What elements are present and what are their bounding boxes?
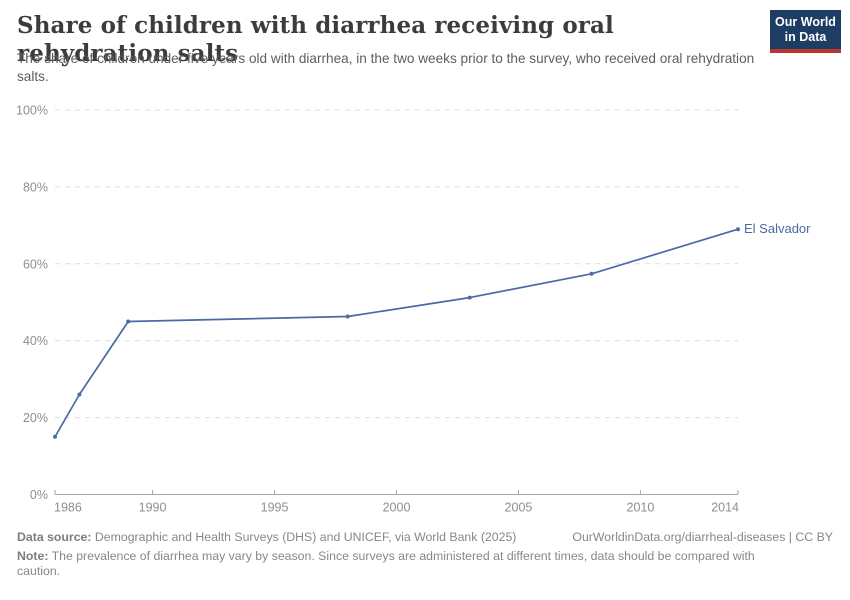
page-title: Share of children with diarrhea receivin… [17, 12, 614, 67]
x-tick-label: 1995 [261, 501, 289, 515]
data-point[interactable] [467, 295, 472, 300]
chart-canvas: 0% 20% 40% 60% 80% 100% 1986 1990 1995 2000 2005 20… [16, 104, 740, 515]
chart-subtitle: The share of children under five years o… [17, 51, 755, 84]
data-point[interactable] [53, 434, 57, 439]
data-point[interactable] [345, 314, 350, 319]
x-tick-label: 2005 [505, 501, 533, 515]
data-line[interactable] [54, 228, 739, 438]
logo-line-1: Our World [775, 14, 836, 29]
y-tick-label: 20% [23, 411, 48, 425]
x-tick-label: 1986 [54, 501, 82, 515]
line-chart: 0% 20% 40% 60% 80% 100% 1986 1990 1995 2000 2005 20… [16, 104, 811, 515]
owid-logo[interactable]: Our World in Data [770, 10, 841, 53]
data-source-label: Data source: [17, 530, 92, 544]
note-line: Note: The prevalence of diarrhea may var… [17, 549, 783, 580]
owid-license-link[interactable]: OurWorldinData.org/diarrheal-diseases | … [572, 530, 833, 544]
chart-footer: Data source: Demographic and Health Surv… [17, 530, 833, 580]
x-tick-label: 2000 [383, 501, 411, 515]
y-tick-label: 100% [16, 104, 48, 118]
x-tick-label: 1990 [139, 501, 167, 515]
y-tick-label: 0% [30, 488, 48, 502]
data-source-value: Demographic and Health Surveys (DHS) and… [91, 530, 517, 544]
logo-line-2: in Data [784, 29, 827, 44]
y-tick-label: 40% [23, 334, 48, 348]
note-label: Note: [17, 548, 49, 563]
note-value: The prevalence of diarrhea may vary by s… [17, 548, 755, 579]
data-point[interactable] [126, 319, 131, 324]
data-source-line: Data source: Demographic and Health Surv… [17, 530, 516, 546]
data-point[interactable] [589, 271, 594, 276]
data-point[interactable] [77, 392, 82, 397]
footer-source-row: Data source: Demographic and Health Surv… [17, 530, 833, 546]
y-tick-label: 60% [23, 257, 48, 271]
x-tick-label: 2014 [711, 501, 739, 515]
data-point[interactable] [736, 227, 740, 232]
series-label-el-salvador[interactable]: El Salvador [744, 221, 811, 237]
x-tick-label: 2010 [627, 501, 655, 515]
owid-logo-text: Our World in Data [770, 10, 841, 49]
logo-red-stripe [770, 49, 841, 53]
y-tick-label: 80% [23, 180, 48, 194]
